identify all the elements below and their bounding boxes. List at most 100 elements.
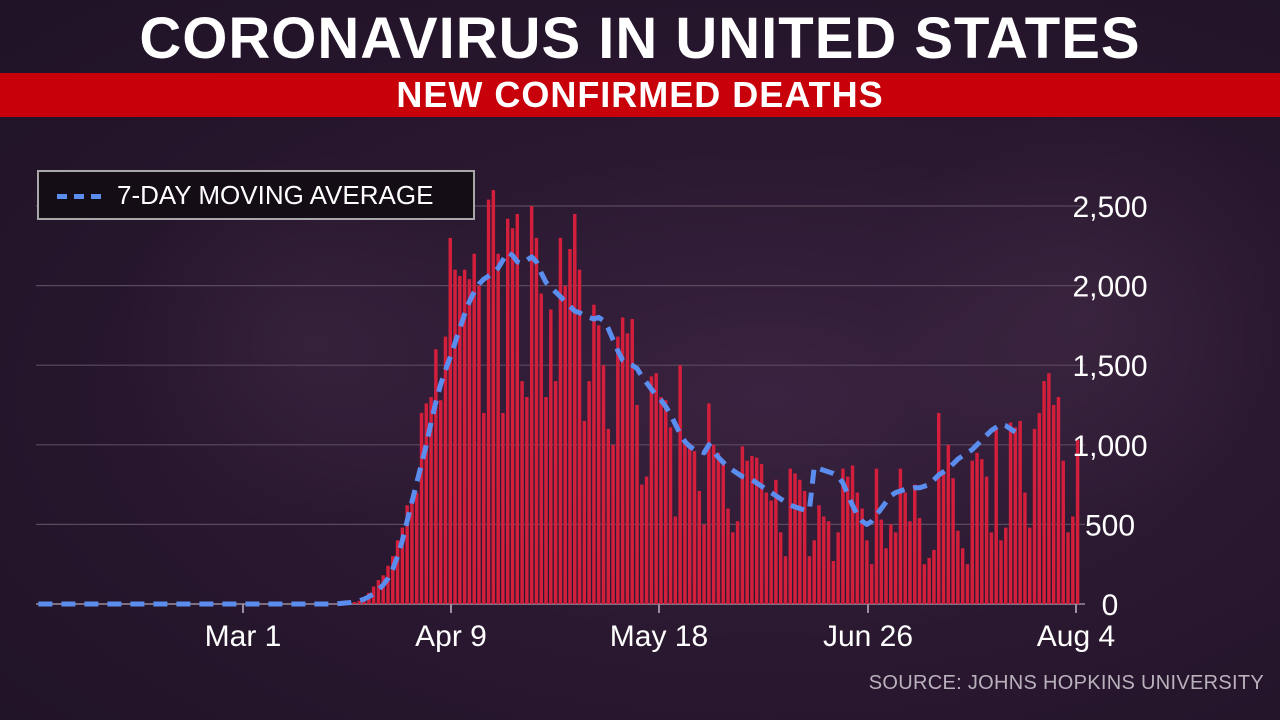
source-credit: SOURCE: JOHNS HOPKINS UNIVERSITY bbox=[868, 672, 1264, 694]
bar bbox=[932, 549, 936, 604]
bar bbox=[462, 269, 467, 604]
bar bbox=[371, 586, 376, 604]
bar bbox=[486, 199, 491, 604]
bar bbox=[429, 397, 433, 604]
bar bbox=[467, 279, 472, 604]
bar bbox=[424, 403, 429, 604]
bar bbox=[1047, 373, 1051, 604]
bar bbox=[975, 452, 979, 604]
bar bbox=[1056, 397, 1061, 604]
legend-dashed-line-swatch bbox=[57, 194, 101, 199]
bar bbox=[793, 473, 797, 604]
bar bbox=[778, 532, 783, 604]
bar bbox=[994, 428, 998, 604]
bar bbox=[707, 403, 711, 604]
x-tick-label: Aug 4 bbox=[1037, 620, 1115, 653]
moving-average-line bbox=[38, 249, 1017, 607]
bar bbox=[812, 540, 816, 604]
bar bbox=[884, 548, 888, 604]
bar bbox=[755, 457, 759, 604]
bar bbox=[448, 237, 452, 604]
bar bbox=[1061, 460, 1065, 604]
bar bbox=[702, 524, 706, 604]
bar bbox=[683, 443, 687, 604]
x-tick-label: May 18 bbox=[610, 620, 708, 653]
y-tick-label: 1,000 bbox=[1072, 430, 1147, 463]
bar bbox=[903, 492, 907, 604]
bar bbox=[807, 556, 812, 604]
bar bbox=[515, 213, 520, 604]
bar bbox=[740, 446, 745, 604]
x-tick-label: Jun 26 bbox=[823, 620, 913, 653]
bar bbox=[395, 540, 400, 604]
bar bbox=[783, 556, 788, 604]
bar bbox=[644, 476, 649, 604]
bar bbox=[505, 218, 510, 604]
bar bbox=[1008, 422, 1013, 604]
bar bbox=[836, 532, 840, 604]
bar bbox=[419, 412, 424, 604]
bar bbox=[477, 285, 481, 604]
bar bbox=[759, 463, 764, 604]
bar bbox=[534, 237, 539, 604]
bar bbox=[620, 317, 625, 604]
bar bbox=[913, 484, 917, 604]
bar bbox=[611, 444, 615, 604]
bar bbox=[1032, 428, 1037, 604]
bar bbox=[879, 519, 883, 604]
bar bbox=[443, 336, 448, 604]
bar bbox=[716, 452, 721, 604]
bar bbox=[659, 397, 663, 604]
bar bbox=[1023, 492, 1027, 604]
bar bbox=[927, 557, 931, 604]
bar bbox=[501, 412, 505, 604]
bar bbox=[635, 405, 639, 604]
y-tick-label: 500 bbox=[1085, 509, 1135, 542]
bar bbox=[984, 476, 989, 604]
bar bbox=[1004, 527, 1008, 604]
page-subtitle: NEW CONFIRMED DEATHS bbox=[396, 74, 884, 115]
bar bbox=[937, 412, 941, 604]
legend-label: 7-DAY MOVING AVERAGE bbox=[117, 180, 434, 210]
bar bbox=[764, 492, 769, 604]
bar bbox=[596, 325, 601, 604]
bar bbox=[381, 575, 385, 604]
bar bbox=[917, 518, 922, 604]
bar bbox=[999, 540, 1003, 604]
bar bbox=[989, 532, 994, 604]
bar bbox=[860, 508, 864, 604]
bar bbox=[1027, 527, 1032, 604]
bar bbox=[549, 309, 553, 604]
bar bbox=[846, 476, 850, 604]
bar bbox=[1018, 420, 1022, 604]
bar bbox=[352, 602, 357, 604]
bar bbox=[941, 471, 946, 604]
bar bbox=[922, 564, 927, 604]
bar bbox=[405, 505, 409, 604]
bar bbox=[822, 516, 826, 604]
bar bbox=[869, 564, 874, 604]
bar bbox=[453, 269, 457, 604]
bar bbox=[788, 468, 792, 604]
bar bbox=[850, 465, 855, 604]
bar bbox=[946, 444, 951, 604]
bar bbox=[1013, 427, 1018, 604]
bar bbox=[510, 228, 515, 604]
bar bbox=[965, 564, 970, 604]
bar bbox=[563, 285, 567, 604]
bar bbox=[525, 397, 529, 604]
bar bbox=[376, 580, 381, 604]
bar bbox=[664, 400, 668, 604]
bar bbox=[491, 190, 496, 604]
bar bbox=[616, 336, 620, 604]
bar bbox=[1071, 516, 1075, 604]
bar bbox=[587, 381, 591, 604]
bar bbox=[558, 237, 563, 604]
bar bbox=[640, 484, 644, 604]
bar bbox=[520, 381, 524, 604]
bar bbox=[697, 490, 701, 604]
bar bbox=[400, 527, 405, 604]
bar bbox=[654, 373, 658, 604]
bar bbox=[898, 468, 903, 604]
